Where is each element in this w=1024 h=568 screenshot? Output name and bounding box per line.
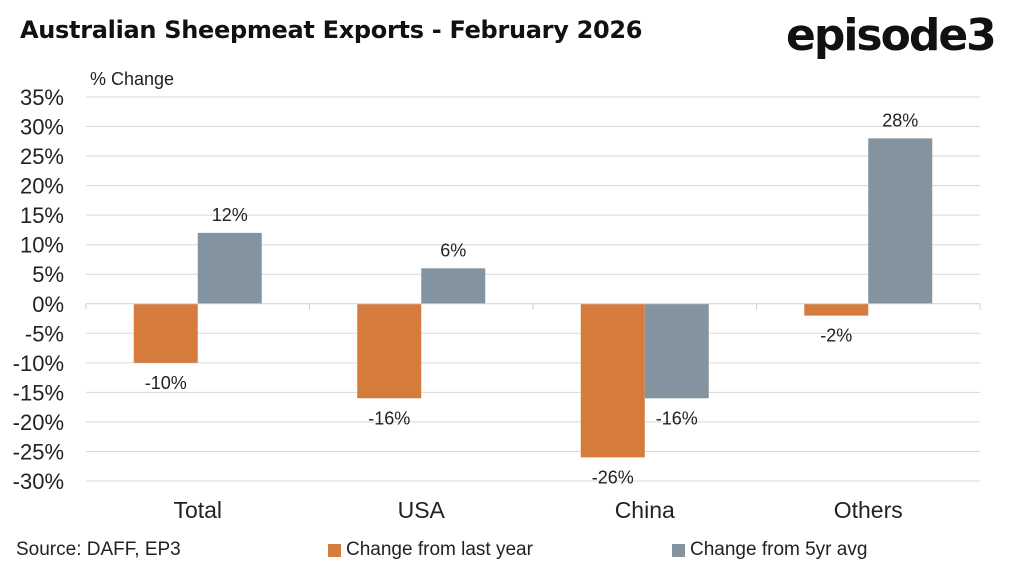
y-tick-label: -30% <box>13 469 64 494</box>
y-tick-label: 35% <box>20 85 64 110</box>
y-tick-label: 5% <box>32 262 64 287</box>
bar-chart: % Change 35% 30% 25% 20% 15% 10% 5% 0% -5% -10% -1… <box>13 69 981 523</box>
bar-5yr-avg <box>644 303 709 399</box>
chart-title: Australian Sheepmeat Exports - February … <box>20 16 643 44</box>
bar-last-year <box>580 303 645 458</box>
data-label: -10% <box>145 373 187 393</box>
legend-label-5yr-avg: Change from 5yr avg <box>690 539 868 560</box>
episode3-logo: episode3 <box>786 10 997 61</box>
legend-label-last-year: Change from last year <box>346 539 533 560</box>
bar-5yr-avg <box>868 138 933 304</box>
bar-5yr-avg <box>421 268 486 304</box>
y-tick-label: -10% <box>13 351 64 376</box>
x-tick-label: China <box>615 497 675 523</box>
source-note: Source: DAFF, EP3 <box>16 539 181 560</box>
y-tick-label: 10% <box>20 233 64 258</box>
y-tick-label: 25% <box>20 144 64 169</box>
bar-last-year <box>804 303 869 316</box>
y-tick-label: -20% <box>13 410 64 435</box>
data-label: 6% <box>440 240 466 260</box>
y-tick-label: -25% <box>13 439 64 464</box>
bar-last-year <box>357 303 422 399</box>
data-label: 28% <box>882 110 918 130</box>
x-tick-label: Total <box>173 497 222 523</box>
legend-item-5yr-avg: Change from 5yr avg <box>672 539 867 561</box>
data-label: -2% <box>820 326 852 346</box>
y-tick-label: 20% <box>20 174 64 199</box>
data-label: -16% <box>368 408 410 428</box>
y-tick-label: 15% <box>20 203 64 228</box>
x-tick-label: Others <box>834 497 903 523</box>
y-axis-label: % Change <box>90 69 174 89</box>
y-tick-label: 30% <box>20 115 64 140</box>
y-tick-label: -15% <box>13 380 64 405</box>
data-label: 12% <box>212 205 248 225</box>
y-tick-label: 0% <box>32 292 64 317</box>
y-tick-label: -5% <box>25 321 64 346</box>
data-label: -26% <box>592 467 634 487</box>
legend-item-last-year: Change from last year <box>328 539 533 561</box>
legend-swatch-5yr-avg <box>672 543 685 557</box>
legend-swatch-last-year <box>328 543 341 557</box>
bar-5yr-avg <box>197 232 262 304</box>
bar-last-year <box>133 303 198 363</box>
x-tick-label: USA <box>398 497 446 523</box>
data-label: -16% <box>656 408 698 428</box>
chart-legend: Source: DAFF, EP3 Change from last year … <box>0 537 1024 563</box>
